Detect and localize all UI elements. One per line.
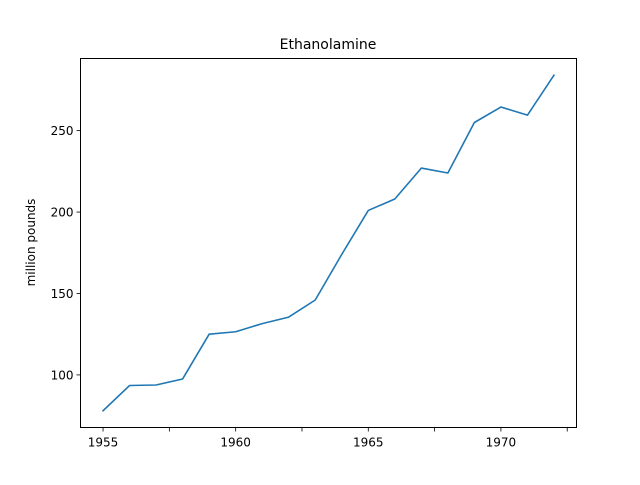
plot-marks: 1955 1960 1965 1970 100 150 200 250 bbox=[51, 74, 568, 450]
x-tick-label: 1955 bbox=[88, 436, 119, 450]
plot-frame bbox=[80, 58, 577, 428]
y-tick-label: 200 bbox=[51, 206, 74, 220]
series-line bbox=[101, 74, 556, 412]
y-tick-label: 150 bbox=[51, 287, 74, 301]
x-tick-label: 1960 bbox=[220, 436, 251, 450]
y-tick-label: 250 bbox=[51, 124, 74, 138]
chart-title: Ethanolamine bbox=[280, 37, 377, 53]
y-axis-label: million pounds bbox=[24, 199, 38, 287]
y-tick-label: 100 bbox=[51, 368, 74, 382]
x-tick-label: 1965 bbox=[353, 436, 384, 450]
x-tick-label: 1970 bbox=[486, 436, 517, 450]
